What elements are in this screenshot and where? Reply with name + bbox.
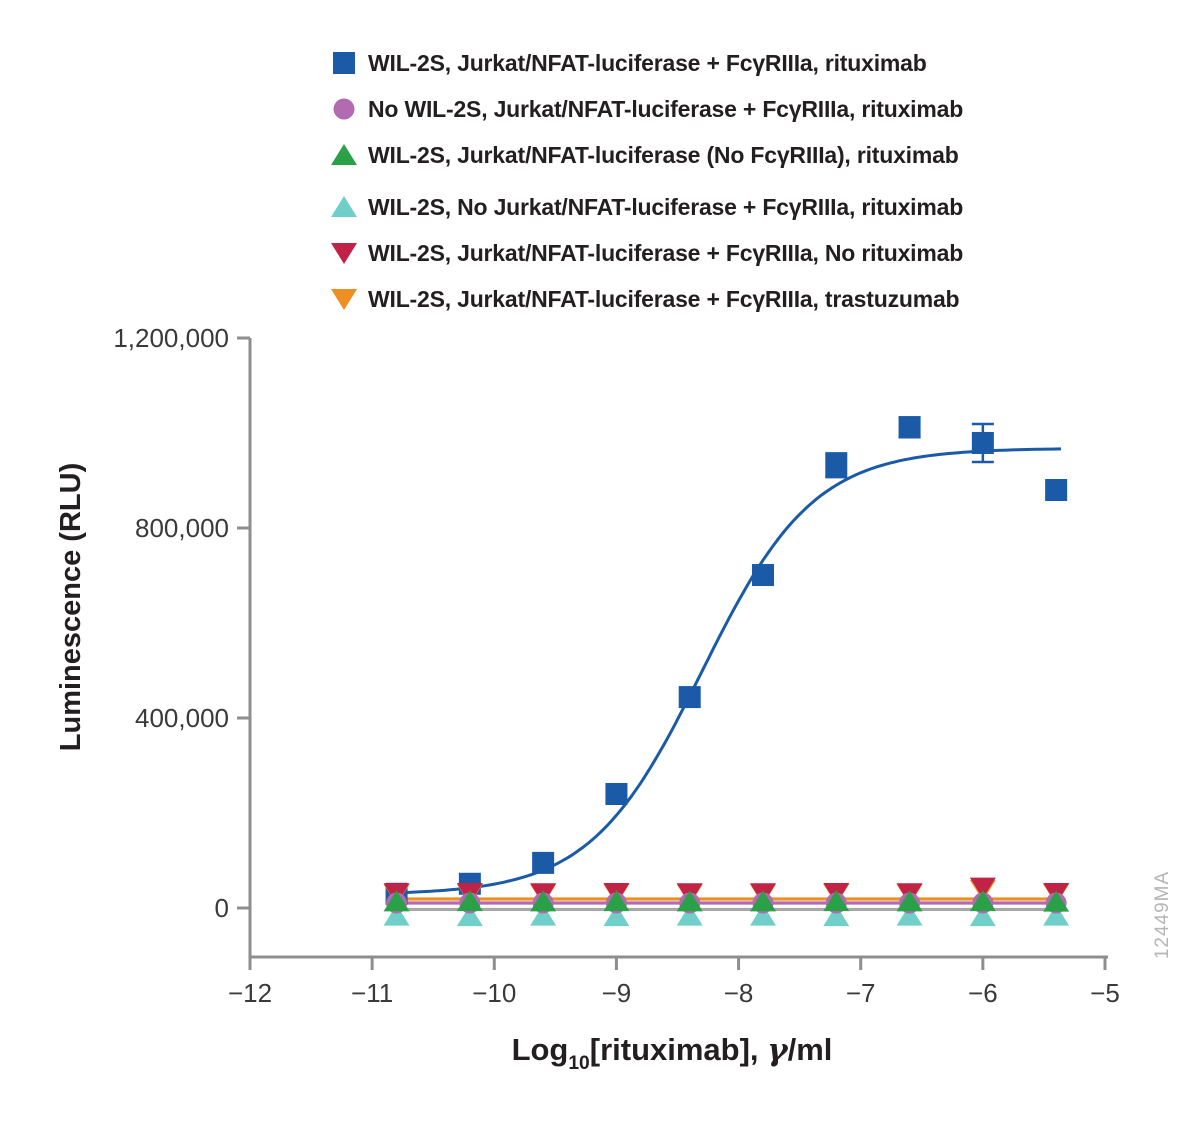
legend-label: WIL-2S, Jurkat/NFAT-luciferase + FcγRIII… bbox=[368, 285, 960, 312]
x-tick-label: −11 bbox=[351, 978, 393, 1008]
data-point-square bbox=[333, 52, 355, 74]
y-tick-label: 400,000 bbox=[135, 703, 229, 733]
legend-item: WIL-2S, Jurkat/NFAT-luciferase (No FcγRI… bbox=[330, 132, 963, 178]
legend-item: WIL-2S, Jurkat/NFAT-luciferase + FcγRIII… bbox=[330, 40, 963, 86]
data-point-triangle-up bbox=[530, 904, 557, 926]
data-point-triangle-down bbox=[331, 243, 357, 264]
data-point-square bbox=[825, 454, 848, 477]
data-point-triangle-up bbox=[603, 890, 630, 912]
x-tick-label: −6 bbox=[968, 978, 998, 1008]
x-tick-label: −9 bbox=[602, 978, 632, 1008]
data-point-triangle-up bbox=[383, 904, 410, 926]
triangle-up-legend-marker-icon bbox=[331, 144, 357, 165]
data-point-triangle-up bbox=[456, 890, 483, 912]
data-point-square bbox=[532, 851, 555, 874]
data-point-triangle-up bbox=[1043, 890, 1070, 912]
x-tick-label: −5 bbox=[1090, 978, 1120, 1008]
data-point-circle bbox=[333, 98, 355, 120]
fit-curve bbox=[391, 447, 1062, 895]
square-legend-marker-icon bbox=[333, 52, 355, 74]
x-axis-title-part: γ bbox=[767, 1032, 789, 1068]
data-point-triangle-up bbox=[331, 196, 357, 217]
x-tick-label: −10 bbox=[472, 978, 516, 1008]
legend-item: WIL-2S, Jurkat/NFAT-luciferase + FcγRIII… bbox=[330, 230, 963, 276]
data-point-triangle-up bbox=[969, 905, 996, 927]
x-tick-label: −8 bbox=[724, 978, 754, 1008]
data-point-triangle-up bbox=[1043, 904, 1070, 926]
data-point-triangle-up bbox=[896, 890, 923, 912]
legend-label: WIL-2S, Jurkat/NFAT-luciferase + FcγRIII… bbox=[368, 239, 964, 266]
data-point-triangle-up bbox=[676, 904, 703, 926]
circle-legend-marker-icon bbox=[333, 98, 355, 120]
data-point-triangle-up bbox=[896, 904, 923, 926]
data-point-triangle-up bbox=[823, 890, 850, 912]
x-axis-title-part: 10 bbox=[568, 1053, 589, 1074]
triangle-up-legend-marker-icon bbox=[331, 196, 357, 217]
legend-label: WIL-2S, Jurkat/NFAT-luciferase (No FcγRI… bbox=[368, 141, 959, 168]
data-point-square bbox=[605, 783, 628, 805]
data-point-square bbox=[678, 686, 701, 709]
axes bbox=[237, 336, 1108, 970]
data-point-square bbox=[971, 431, 994, 454]
x-axis-title: Log10[rituximab], γ/ml bbox=[512, 1032, 833, 1074]
triangle-down-legend-marker-icon bbox=[331, 243, 357, 264]
data-point-square bbox=[898, 416, 921, 439]
series-0-markers bbox=[385, 416, 1068, 905]
data-point-triangle-down bbox=[969, 877, 996, 899]
x-axis-title-part: [rituximab], bbox=[590, 1032, 767, 1067]
data-point-triangle-up bbox=[603, 905, 630, 927]
legend-item: WIL-2S, Jurkat/NFAT-luciferase + FcγRIII… bbox=[330, 276, 963, 322]
y-tick-label: 1,200,000 bbox=[113, 323, 229, 353]
data-point-square bbox=[752, 564, 774, 587]
y-axis-title: Luminescence (RLU) bbox=[55, 463, 87, 751]
legend-label: WIL-2S, Jurkat/NFAT-luciferase + FcγRIII… bbox=[368, 49, 927, 76]
legend-item: No WIL-2S, Jurkat/NFAT-luciferase + FcγR… bbox=[330, 86, 963, 132]
legend: WIL-2S, Jurkat/NFAT-luciferase + FcγRIII… bbox=[330, 40, 963, 322]
y-tick-label: 0 bbox=[215, 893, 229, 923]
data-point-triangle-up bbox=[331, 144, 357, 165]
data-point-triangle-up bbox=[969, 890, 996, 912]
data-point-triangle-down bbox=[331, 289, 357, 310]
legend-label: WIL-2S, No Jurkat/NFAT-luciferase + FcγR… bbox=[368, 193, 964, 220]
data-point-triangle-up bbox=[530, 890, 557, 912]
data-point-triangle-up bbox=[456, 905, 483, 927]
tick-labels: −12 −11 −10 −9 −8 −7 −6 −5 0 400,000 800,000 1,200,… bbox=[113, 323, 1120, 1008]
x-tick-label: −12 bbox=[228, 978, 272, 1008]
watermark-code: 12449MA bbox=[1152, 870, 1173, 960]
series-3-markers bbox=[383, 904, 1070, 927]
series-2-markers bbox=[383, 890, 1070, 912]
x-axis-title-part: /ml bbox=[788, 1032, 833, 1067]
legend-item: WIL-2S, No Jurkat/NFAT-luciferase + FcγR… bbox=[330, 184, 963, 230]
legend-label: No WIL-2S, Jurkat/NFAT-luciferase + FcγR… bbox=[368, 95, 964, 122]
data-point-triangle-up bbox=[750, 890, 776, 912]
data-point-triangle-up bbox=[383, 890, 410, 912]
triangle-down-legend-marker-icon bbox=[331, 289, 357, 310]
x-axis-title-part: Log bbox=[512, 1032, 569, 1067]
data-point-triangle-up bbox=[823, 905, 850, 927]
data-point-triangle-up bbox=[750, 904, 776, 926]
x-tick-label: −7 bbox=[846, 978, 876, 1008]
data-point-square bbox=[1045, 479, 1068, 501]
y-tick-label: 800,000 bbox=[135, 513, 229, 543]
data-point-triangle-up bbox=[676, 890, 703, 912]
